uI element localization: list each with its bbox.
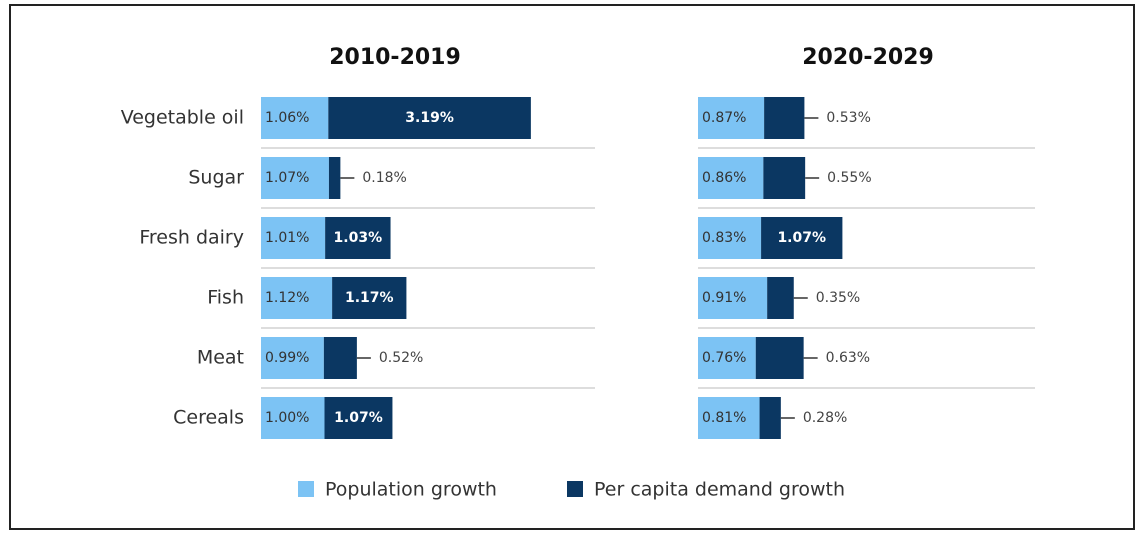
value-label: 1.03% bbox=[334, 230, 383, 246]
category-label: Fish bbox=[207, 287, 244, 309]
value-label: 1.17% bbox=[345, 290, 394, 306]
bar-segment bbox=[325, 217, 391, 259]
value-label: 1.00% bbox=[265, 410, 309, 426]
bar-segment bbox=[323, 337, 357, 379]
bar-segment bbox=[261, 397, 325, 439]
frame bbox=[9, 4, 1135, 530]
bar-segment bbox=[764, 97, 805, 139]
value-label: 0.55% bbox=[827, 170, 871, 186]
value-label: 0.35% bbox=[816, 290, 860, 306]
value-label: 0.52% bbox=[379, 350, 423, 366]
value-label: 0.63% bbox=[826, 350, 870, 366]
bar-segment bbox=[324, 397, 393, 439]
bar-segment bbox=[698, 97, 765, 139]
bar-segment bbox=[698, 157, 764, 199]
value-label: 1.07% bbox=[265, 170, 309, 186]
category-label: Sugar bbox=[188, 167, 244, 189]
value-label: 0.99% bbox=[265, 350, 309, 366]
bar-segment bbox=[759, 397, 781, 439]
category-label: Fresh dairy bbox=[139, 227, 244, 249]
value-label: 1.12% bbox=[265, 290, 309, 306]
value-label: 0.18% bbox=[362, 170, 406, 186]
bar-segment bbox=[328, 157, 341, 199]
legend-label: Per capita demand growth bbox=[594, 479, 845, 501]
bar-segment bbox=[761, 217, 843, 259]
bar-segment bbox=[332, 277, 407, 319]
value-label: 0.53% bbox=[826, 110, 870, 126]
value-label: 0.91% bbox=[702, 290, 746, 306]
legend-swatch bbox=[298, 481, 314, 497]
value-label: 0.86% bbox=[702, 170, 746, 186]
bar-segment bbox=[698, 397, 760, 439]
value-label: 0.28% bbox=[803, 410, 847, 426]
value-label: 1.06% bbox=[265, 110, 309, 126]
legend-swatch bbox=[567, 481, 583, 497]
value-label: 0.81% bbox=[702, 410, 746, 426]
panel-title: 2020-2029 bbox=[802, 45, 934, 70]
bar-segment bbox=[328, 97, 531, 139]
category-label: Vegetable oil bbox=[121, 107, 244, 129]
value-label: 0.76% bbox=[702, 350, 746, 366]
category-label: Meat bbox=[197, 347, 244, 369]
bar-segment bbox=[767, 277, 794, 319]
value-label: 1.01% bbox=[265, 230, 309, 246]
bar-segment bbox=[261, 97, 329, 139]
bar-segment bbox=[763, 157, 806, 199]
bar-segment bbox=[698, 337, 756, 379]
value-label: 1.07% bbox=[334, 410, 383, 426]
bar-segment bbox=[261, 337, 324, 379]
value-label: 0.87% bbox=[702, 110, 746, 126]
bar-segment bbox=[698, 277, 768, 319]
value-label: 3.19% bbox=[405, 110, 454, 126]
value-label: 1.07% bbox=[777, 230, 826, 246]
bar-segment bbox=[261, 277, 333, 319]
legend-label: Population growth bbox=[325, 479, 497, 501]
panel-title: 2010-2019 bbox=[329, 45, 461, 70]
bar-segment bbox=[261, 157, 329, 199]
value-label: 0.83% bbox=[702, 230, 746, 246]
bar-segment bbox=[261, 217, 326, 259]
bar-segment bbox=[698, 217, 762, 259]
bar-segment bbox=[755, 337, 804, 379]
category-label: Cereals bbox=[173, 407, 244, 429]
